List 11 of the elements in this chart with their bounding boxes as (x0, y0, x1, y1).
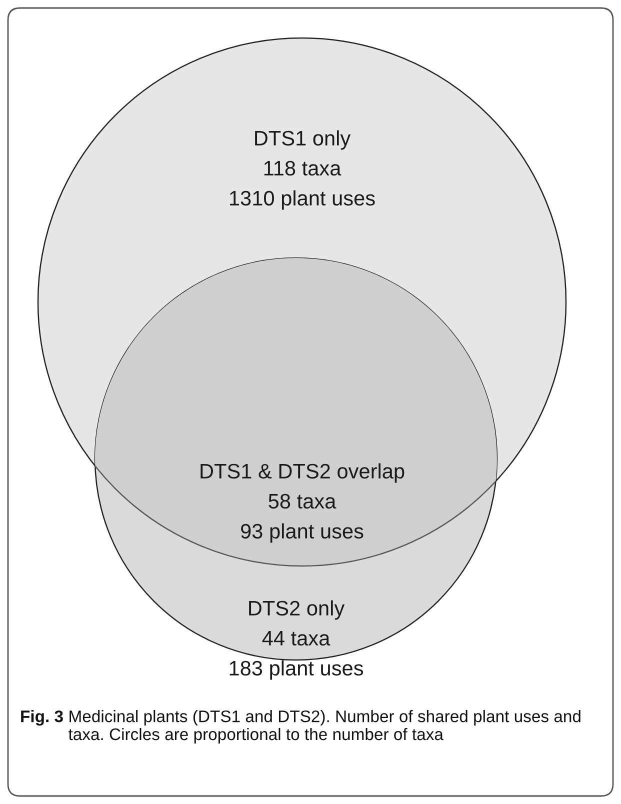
category-label: DTS2 only (249, 600, 345, 620)
data-label: 118 taxa (264, 160, 342, 176)
category-label: DTS1 only (255, 130, 351, 150)
category-label: DTS1 & DTS2 overlap (200, 463, 404, 483)
data-label: 93 plant uses (241, 523, 364, 543)
text: Medicinal plants (DTS1 and DTS2). Number of shared plant uses and taxa. Circles are proportional to the number of taxa (68, 710, 580, 744)
data-label: 58 taxa (268, 494, 336, 509)
data-label: 1310 plant uses (230, 190, 375, 210)
data-label: 44 taxa (262, 631, 330, 646)
data-label: 183 plant uses (230, 660, 364, 680)
caption: Fig. 3 (21, 710, 63, 726)
